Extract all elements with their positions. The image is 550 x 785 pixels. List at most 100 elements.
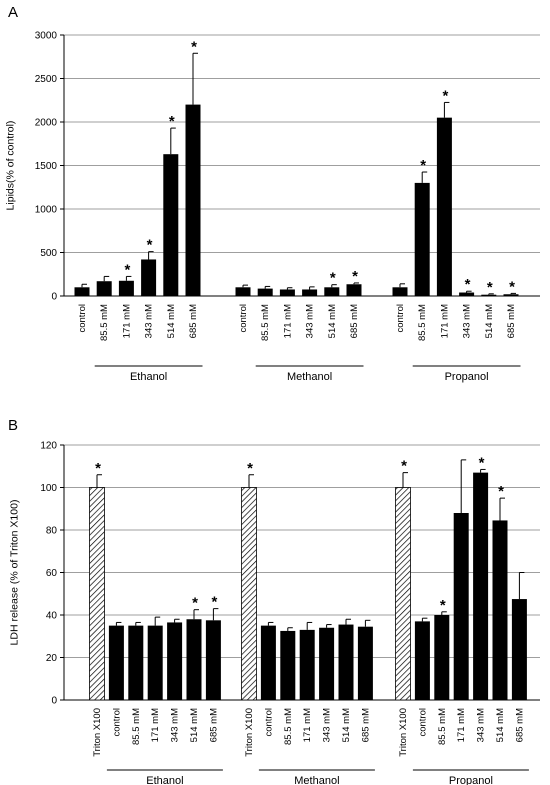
x-tick-label-a-ethanol-1: 85.5 mM: [99, 304, 110, 341]
bar-a-ethanol-3: [141, 259, 157, 296]
y-tick-label-a-0: 0: [51, 292, 57, 303]
y-tick-label-b-1: 20: [46, 653, 58, 664]
x-tick-label-b-propanol-5: 514 mM: [495, 708, 506, 742]
bar-b-propanol-4: [473, 472, 489, 700]
significance-mark-b-ethanol-0: *: [95, 460, 101, 477]
significance-mark-a-propanol-1: *: [420, 157, 426, 174]
panel-label-a: A: [8, 4, 19, 21]
group-label-b-methanol: Methanol: [294, 775, 339, 785]
y-tick-label-b-6: 120: [40, 441, 57, 452]
y-axis-title-a: Lipids(% of control): [5, 121, 17, 211]
significance-mark-b-propanol-5: *: [498, 483, 504, 500]
y-tick-label-a-3: 1500: [35, 161, 58, 172]
bar-b-propanol-2: [434, 615, 450, 700]
x-tick-label-b-ethanol-2: 85.5 mM: [131, 708, 142, 745]
y-tick-label-b-0: 0: [51, 696, 57, 707]
bar-a-propanol-3: [459, 292, 475, 296]
bar-a-propanol-0: [392, 287, 408, 296]
significance-mark-a-ethanol-5: *: [191, 38, 197, 55]
group-label-a-propanol: Propanol: [445, 371, 489, 383]
bar-b-methanol-6: [357, 626, 373, 700]
significance-mark-a-ethanol-2: *: [124, 261, 130, 278]
bar-a-ethanol-2: [118, 280, 134, 296]
x-tick-label-a-methanol-5: 685 mM: [349, 304, 360, 338]
bar-b-ethanol-3: [147, 625, 163, 700]
bar-a-methanol-5: [346, 284, 362, 296]
bar-b-methanol-5: [338, 624, 354, 700]
bar-a-propanol-5: [503, 294, 519, 296]
significance-mark-a-propanol-3: *: [465, 276, 471, 293]
significance-mark-b-propanol-2: *: [440, 597, 446, 614]
x-tick-label-b-methanol-2: 85.5 mM: [283, 708, 294, 745]
x-tick-label-b-propanol-6: 685 mM: [514, 708, 525, 742]
significance-mark-b-propanol-0: *: [401, 458, 407, 475]
x-tick-label-a-propanol-4: 514 mM: [484, 304, 495, 338]
x-tick-label-b-methanol-4: 343 mM: [322, 708, 333, 742]
bar-a-methanol-1: [257, 288, 273, 296]
y-tick-label-b-5: 100: [40, 483, 57, 494]
significance-mark-a-methanol-5: *: [352, 268, 358, 285]
bar-b-methanol-4: [319, 627, 335, 700]
x-tick-label-a-propanol-1: 85.5 mM: [417, 304, 428, 341]
bar-b-ethanol-2: [128, 625, 144, 700]
bar-b-ethanol-5: [186, 619, 202, 700]
x-tick-label-b-ethanol-3: 171 mM: [150, 708, 161, 742]
bar-b-propanol-1: [414, 621, 430, 700]
significance-mark-b-ethanol-6: *: [211, 594, 217, 611]
bar-a-propanol-2: [436, 117, 452, 297]
bar-b-propanol-5: [492, 520, 508, 700]
y-tick-label-b-2: 40: [46, 611, 58, 622]
bar-a-methanol-2: [279, 289, 295, 296]
x-tick-label-a-propanol-3: 343 mM: [462, 304, 473, 338]
x-tick-label-a-methanol-4: 514 mM: [327, 304, 338, 338]
significance-mark-a-propanol-2: *: [442, 87, 448, 104]
y-tick-label-a-1: 500: [40, 248, 57, 259]
x-tick-label-b-ethanol-4: 343 mM: [170, 708, 181, 742]
bar-b-methanol-0: [241, 487, 257, 701]
x-tick-label-b-propanol-1: control: [417, 708, 428, 737]
bar-b-ethanol-1: [108, 625, 124, 700]
significance-mark-a-ethanol-4: *: [169, 113, 175, 130]
bar-b-methanol-1: [260, 625, 276, 700]
x-tick-label-b-ethanol-5: 514 mM: [189, 708, 200, 742]
x-tick-label-a-ethanol-4: 514 mM: [166, 304, 177, 338]
x-tick-label-a-methanol-2: 171 mM: [282, 304, 293, 338]
significance-mark-b-methanol-0: *: [247, 460, 253, 477]
significance-mark-a-methanol-4: *: [330, 270, 336, 287]
x-tick-label-a-ethanol-3: 343 mM: [144, 304, 155, 338]
bar-a-propanol-1: [414, 182, 430, 296]
group-label-b-propanol: Propanol: [449, 775, 493, 785]
significance-mark-b-ethanol-5: *: [192, 595, 198, 612]
y-tick-label-a-4: 2000: [35, 118, 58, 129]
panel-label-b: B: [8, 417, 19, 434]
x-tick-label-a-methanol-3: 343 mM: [305, 304, 316, 338]
significance-mark-b-propanol-4: *: [479, 454, 485, 471]
x-tick-label-a-ethanol-0: control: [77, 304, 88, 333]
x-tick-label-b-methanol-6: 685 mM: [360, 708, 371, 742]
x-tick-label-a-methanol-1: 85.5 mM: [260, 304, 271, 341]
x-tick-label-b-methanol-5: 514 mM: [341, 708, 352, 742]
x-tick-label-a-propanol-0: control: [395, 304, 406, 333]
bar-a-propanol-4: [481, 294, 497, 296]
x-tick-label-b-methanol-0: Triton X100: [244, 708, 255, 757]
y-tick-label-a-6: 3000: [35, 31, 58, 42]
bar-b-propanol-0: [395, 487, 411, 701]
bar-a-methanol-0: [235, 287, 251, 296]
bar-b-methanol-2: [280, 630, 296, 700]
significance-mark-a-propanol-4: *: [487, 279, 493, 296]
bar-a-ethanol-0: [74, 287, 90, 296]
bar-a-methanol-4: [324, 287, 340, 296]
x-tick-label-b-propanol-4: 343 mM: [476, 708, 487, 742]
x-tick-label-b-methanol-1: control: [263, 708, 274, 737]
y-tick-label-b-3: 60: [46, 568, 58, 579]
bar-b-ethanol-4: [167, 622, 183, 700]
x-tick-label-a-ethanol-5: 685 mM: [188, 304, 199, 338]
significance-mark-a-propanol-5: *: [509, 278, 515, 295]
x-tick-label-a-ethanol-2: 171 mM: [121, 304, 132, 338]
x-tick-label-b-ethanol-0: Triton X100: [92, 708, 103, 757]
bar-a-methanol-3: [302, 289, 318, 296]
x-tick-label-b-methanol-3: 171 mM: [302, 708, 313, 742]
bar-b-propanol-6: [511, 599, 527, 700]
x-tick-label-b-ethanol-6: 685 mM: [208, 708, 219, 742]
x-tick-label-b-ethanol-1: control: [111, 708, 122, 737]
